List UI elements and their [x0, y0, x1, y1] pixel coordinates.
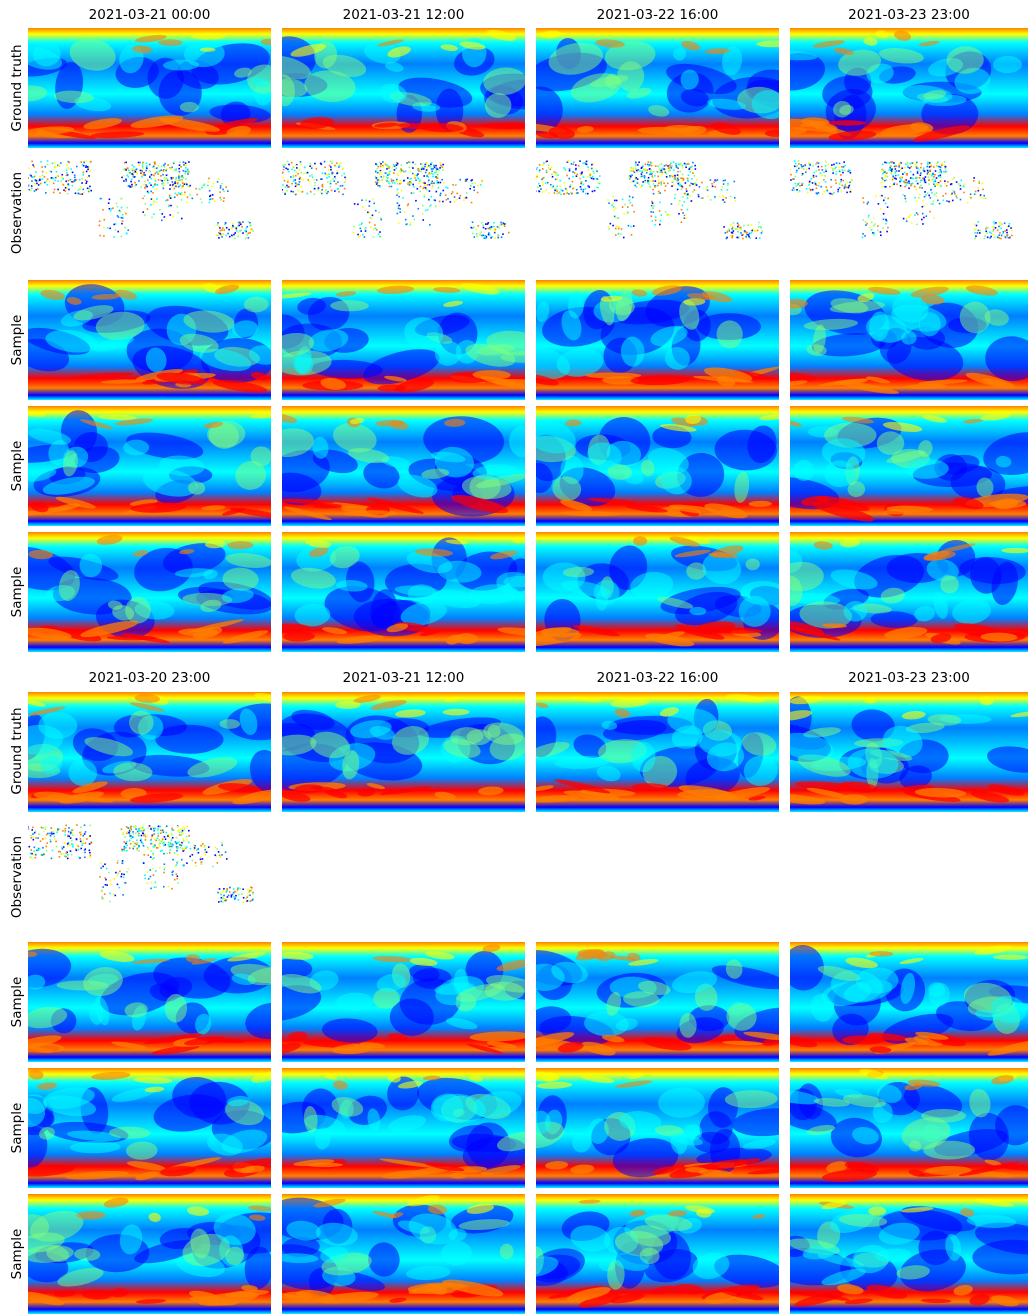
row-label-sample: Sample	[9, 976, 25, 1028]
field-map	[28, 692, 271, 812]
field-map	[790, 280, 1028, 400]
field-map	[282, 942, 525, 1062]
field-map	[536, 942, 779, 1062]
column-title: 2021-03-21 12:00	[342, 7, 465, 23]
field-map	[536, 692, 779, 812]
field-map	[790, 692, 1028, 812]
field-map	[28, 942, 271, 1062]
observation-map	[536, 158, 779, 263]
column-title: 2021-03-21 12:00	[342, 670, 465, 686]
column-title: 2021-03-20 23:00	[88, 670, 211, 686]
observation-map	[28, 822, 271, 927]
field-map	[790, 406, 1028, 526]
field-map	[28, 280, 271, 400]
field-map	[282, 692, 525, 812]
column-title: 2021-03-23 23:00	[848, 7, 970, 23]
field-map	[28, 406, 271, 526]
field-map	[536, 28, 779, 148]
field-map	[790, 1068, 1028, 1188]
column-title: 2021-03-22 16:00	[596, 7, 719, 23]
field-map	[790, 1194, 1028, 1314]
observation-map	[790, 158, 1028, 263]
row-label-sample: Sample	[9, 440, 25, 492]
field-map	[28, 532, 271, 652]
field-map	[536, 532, 779, 652]
observation-map	[28, 158, 271, 263]
row-label-sample: Sample	[9, 1228, 25, 1280]
field-map	[282, 280, 525, 400]
field-map	[28, 1068, 271, 1188]
field-map	[282, 1194, 525, 1314]
row-label-observation: Observation	[9, 171, 25, 255]
observation-map	[282, 158, 525, 263]
field-map	[282, 28, 525, 148]
field-map	[536, 406, 779, 526]
field-map	[536, 280, 779, 400]
field-map	[790, 532, 1028, 652]
field-map	[282, 1068, 525, 1188]
field-map	[282, 406, 525, 526]
row-label-sample: Sample	[9, 1102, 25, 1154]
field-map	[28, 28, 271, 148]
field-map	[536, 1194, 779, 1314]
row-label-sample: Sample	[9, 314, 25, 366]
row-label-ground-truth: Ground truth	[9, 44, 25, 132]
column-title: 2021-03-21 00:00	[88, 7, 211, 23]
field-map	[790, 942, 1028, 1062]
field-map	[28, 1194, 271, 1314]
row-label-sample: Sample	[9, 566, 25, 618]
field-map	[282, 532, 525, 652]
column-title: 2021-03-22 16:00	[596, 670, 719, 686]
row-label-ground-truth: Ground truth	[9, 707, 25, 795]
field-map	[536, 1068, 779, 1188]
column-title: 2021-03-23 23:00	[848, 670, 970, 686]
row-label-observation: Observation	[9, 835, 25, 919]
field-map	[790, 28, 1028, 148]
